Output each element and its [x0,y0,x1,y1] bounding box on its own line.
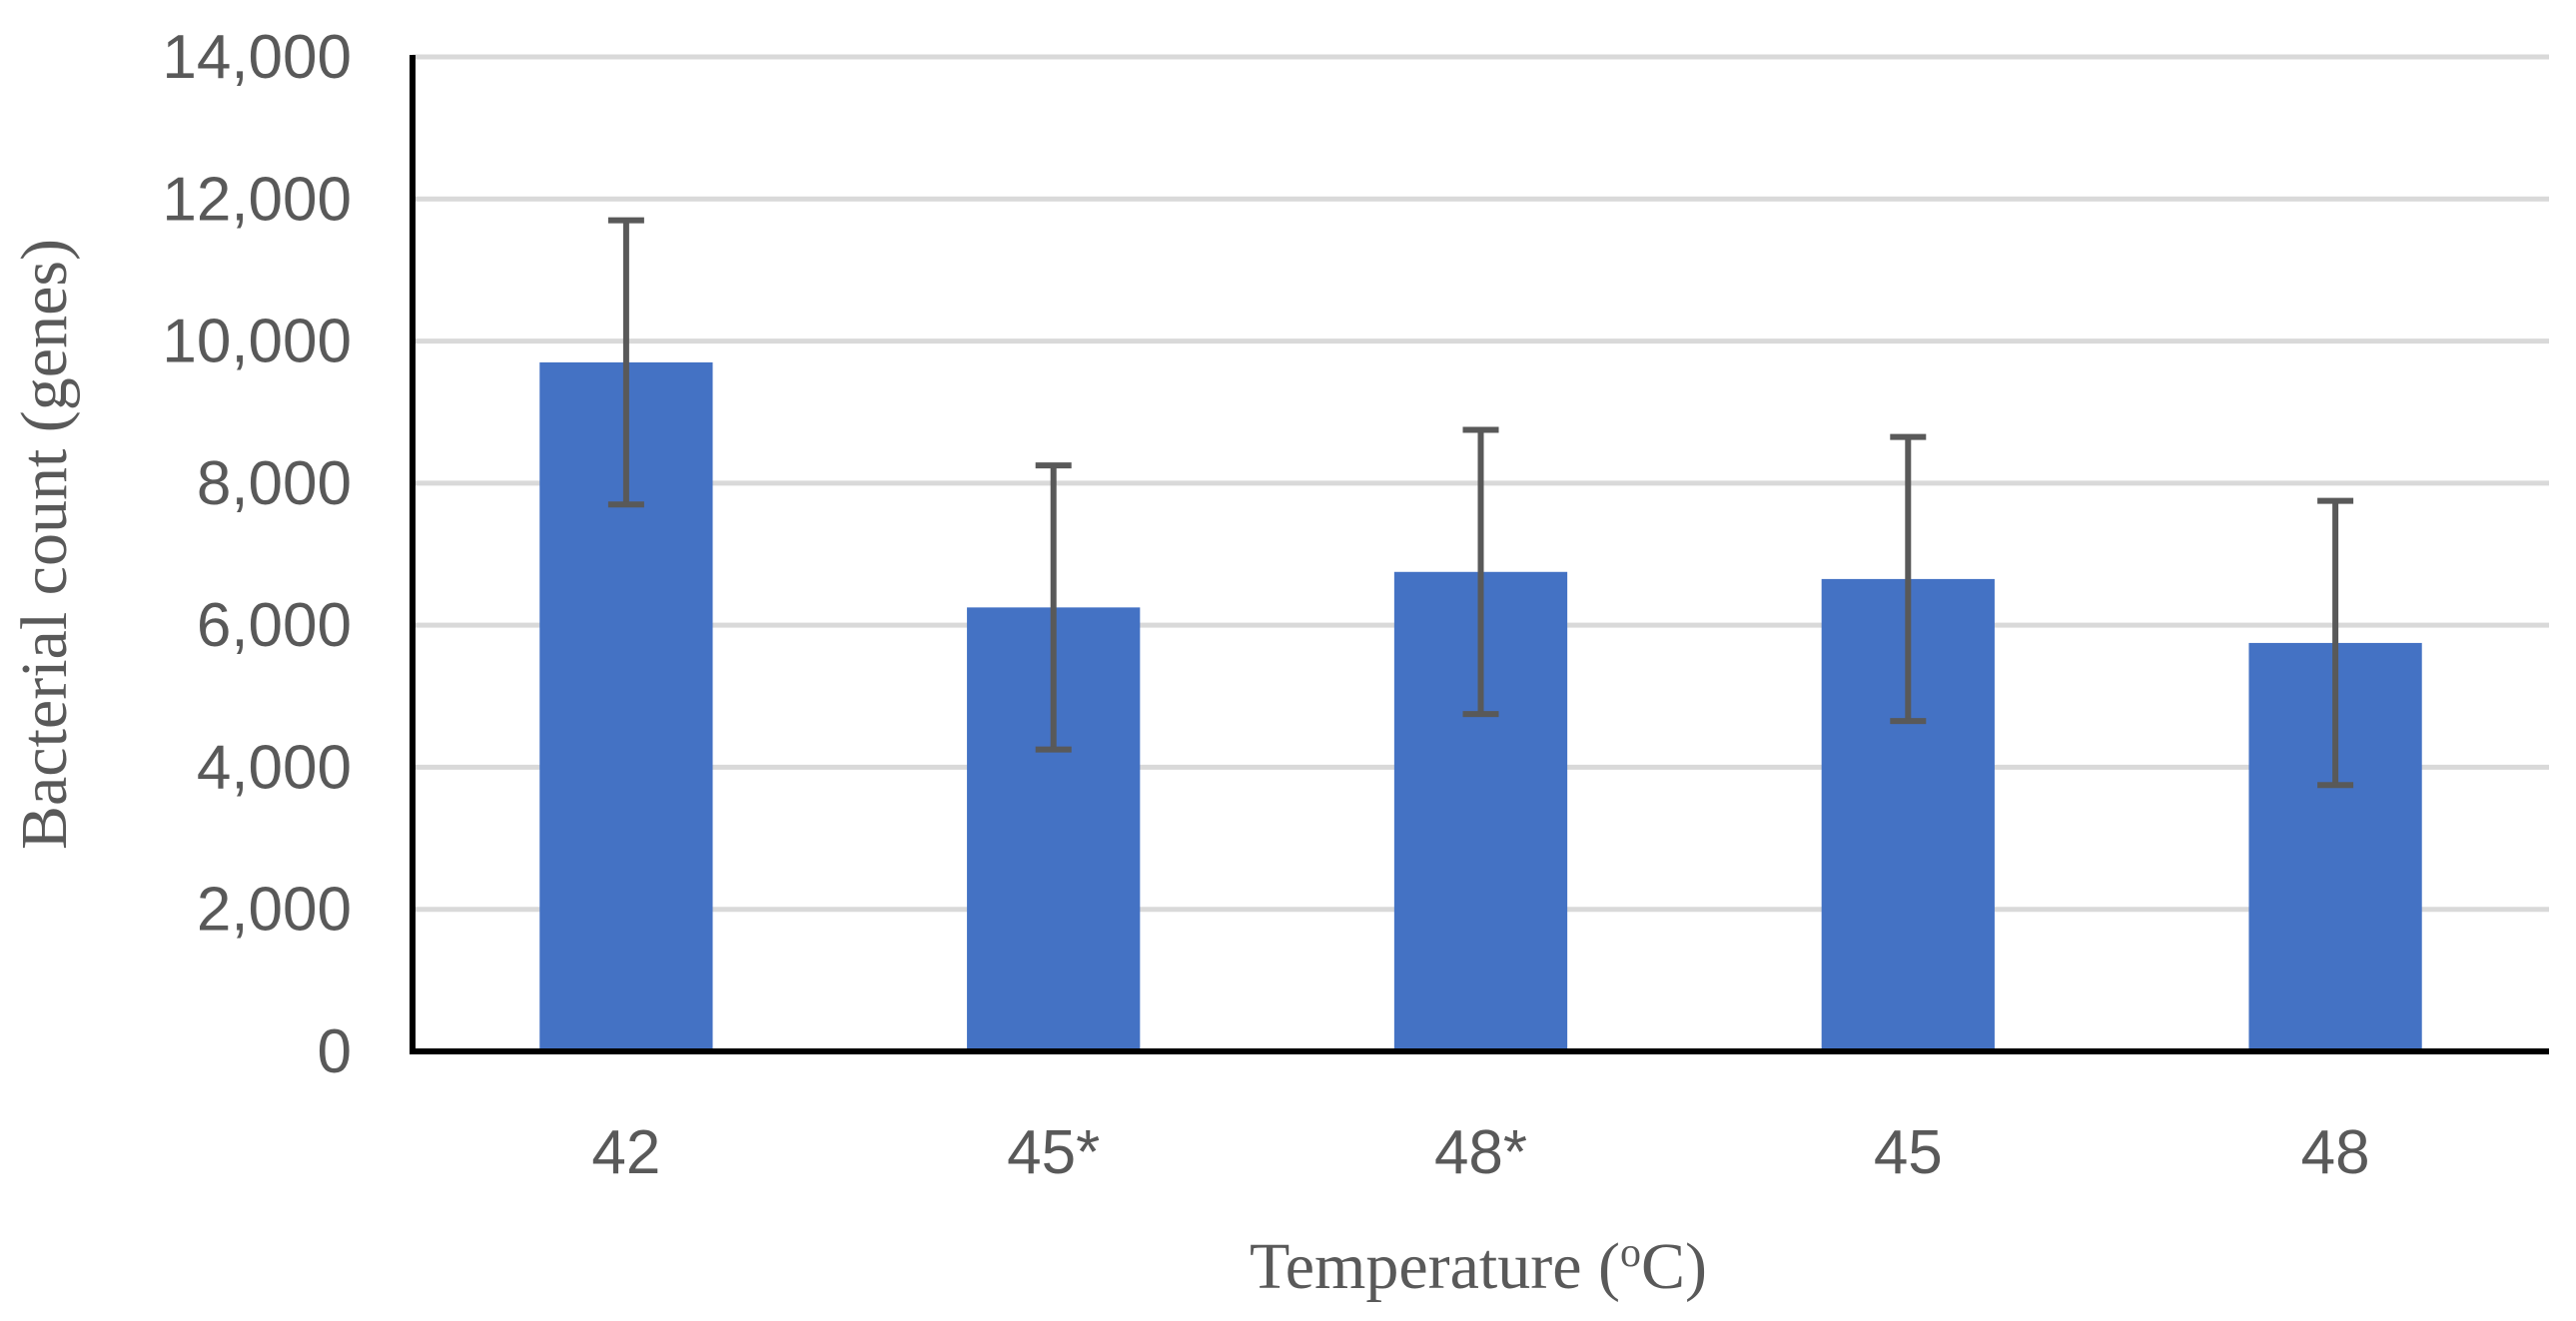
x-tick-labels: 42 45* 48* 45 48 [591,1118,2369,1187]
y-tick-label-0: 0 [318,1017,352,1086]
axes [410,55,2549,1054]
error-bar-3 [1462,426,1499,718]
error-bars [607,217,2354,789]
y-tick-label-12000: 12,000 [162,165,352,234]
error-bar-2 [1035,462,1072,753]
x-axis-title-main: Temperature ( [1250,1230,1620,1303]
y-axis-title: Bacterial count (genes) [8,239,81,850]
y-tick-labels: 0 2,000 4,000 6,000 8,000 10,000 12,000 14,000 [162,23,352,1086]
x-axis-title-tail: C) [1641,1230,1707,1303]
y-tick-label-6000: 6,000 [197,591,352,660]
error-bar-1 [607,217,644,508]
error-bar-5 [2317,497,2354,789]
error-bar-4 [1890,433,1927,725]
x-tick-label-3: 48* [1434,1118,1527,1187]
x-tick-label-5: 48 [2301,1118,2370,1187]
x-tick-label-2: 45* [1007,1118,1100,1187]
x-axis-title-superscript: o [1620,1230,1641,1276]
x-tick-label-4: 45 [1874,1118,1943,1187]
y-tick-label-4000: 4,000 [197,733,352,802]
x-axis-title: Temperature (oC) [1250,1230,1707,1303]
y-tick-label-2000: 2,000 [197,876,352,945]
x-tick-label-1: 42 [591,1118,660,1187]
y-tick-label-10000: 10,000 [162,308,352,376]
y-tick-label-8000: 8,000 [197,449,352,518]
y-tick-label-14000: 14,000 [162,23,352,92]
